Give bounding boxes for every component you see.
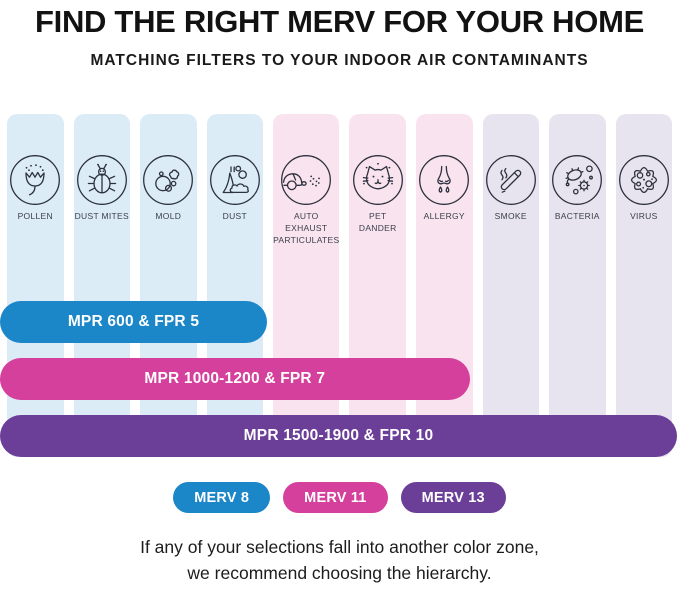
auto-exhaust-icon — [280, 154, 332, 206]
rating-bar-mpr-1500-1900-fpr-10: MPR 1500-1900 & FPR 10 — [0, 415, 677, 457]
footer-line-1: If any of your selections fall into anot… — [140, 537, 539, 557]
contaminant-column-pet-dander: PET DANDER — [349, 114, 406, 457]
page-title: FIND THE RIGHT MERV FOR YOUR HOME — [35, 4, 644, 39]
contaminant-label: MOLD — [155, 211, 182, 221]
contaminant-column-pollen: POLLEN — [7, 114, 64, 457]
rating-bar-mpr-1000-1200-fpr-7: MPR 1000-1200 & FPR 7 — [0, 358, 470, 400]
contaminant-label: ALLERGY — [423, 211, 465, 221]
footer-note: If any of your selections fall into anot… — [0, 534, 679, 587]
legend-pill-merv-13: MERV 13 — [400, 482, 506, 513]
contaminant-label: SMOKE — [494, 211, 527, 221]
contaminant-column-smoke: SMOKE — [482, 114, 540, 457]
contaminant-label: VIRUS — [630, 211, 658, 221]
contaminant-column-dust: DUST — [206, 114, 264, 457]
footer-line-2: we recommend choosing the hierarchy. — [187, 563, 492, 584]
contaminant-label: DUST — [222, 211, 247, 221]
contaminant-label: PET DANDER — [358, 211, 397, 233]
smoke-icon — [485, 154, 537, 206]
contaminant-column-mold: MOLD — [140, 114, 197, 457]
contaminant-column-dust-mites: DUST MITES — [73, 114, 131, 457]
bacteria-icon — [551, 154, 603, 206]
merv-legend: MERV 8 MERV 11 MERV 13 — [0, 482, 679, 513]
mold-icon — [142, 154, 194, 206]
legend-pill-merv-8: MERV 8 — [173, 482, 271, 513]
dust-icon — [209, 154, 261, 206]
contaminant-label: AUTO EXHAUST PARTICULATES — [273, 211, 340, 245]
contaminant-column-bacteria: BACTERIA — [549, 114, 606, 457]
pollen-icon — [9, 154, 61, 206]
legend-pill-merv-11: MERV 11 — [283, 482, 388, 513]
contaminant-column-auto-exhaust-particulates: AUTO EXHAUST PARTICULATES — [273, 114, 340, 457]
dust-mites-icon — [76, 154, 128, 206]
rating-bar-mpr-600-fpr-5: MPR 600 & FPR 5 — [0, 301, 267, 343]
contaminant-label: BACTERIA — [554, 211, 600, 221]
contaminant-column-virus: VIRUS — [615, 114, 673, 457]
virus-icon — [618, 154, 670, 206]
contaminant-label: POLLEN — [17, 211, 53, 221]
contaminant-label: DUST MITES — [74, 211, 129, 221]
page-subtitle: MATCHING FILTERS TO YOUR INDOOR AIR CONT… — [90, 52, 589, 69]
contaminant-column-allergy: ALLERGY — [416, 114, 473, 457]
contaminant-columns: POLLEN DUST MITES MOLD DUST AUTO EXHAUST PAR… — [7, 114, 673, 457]
allergy-icon — [418, 154, 470, 206]
pet-dander-icon — [352, 154, 404, 206]
